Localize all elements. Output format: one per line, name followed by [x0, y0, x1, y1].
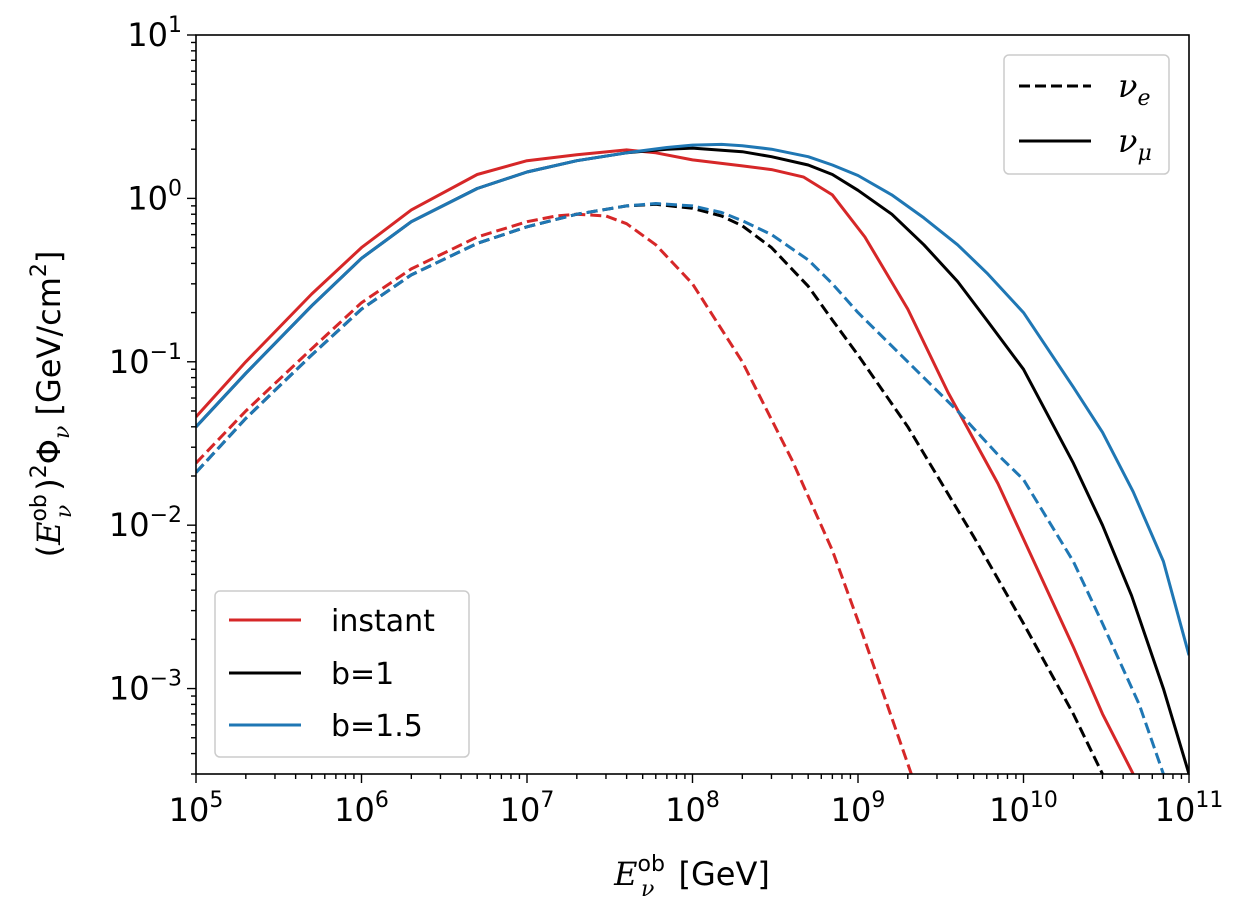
x-tick-label: 105 — [169, 788, 224, 829]
x-tick-labels: 105 106 107 108 109 1010 1011 — [169, 788, 1224, 829]
legend-b15-label: b=1.5 — [331, 709, 423, 744]
legend-flavor-nu-e: νe — [1118, 67, 1150, 111]
y-tick-label: 10−3 — [109, 667, 182, 708]
legend-flavor: νe νμ — [1003, 54, 1170, 175]
series-line-instant-nu-e — [196, 212, 913, 774]
legend-model: instant b=1 b=1.5 — [214, 590, 470, 758]
y-tick-label: 10−2 — [109, 503, 182, 544]
x-tick-label: 1010 — [989, 788, 1058, 829]
y-tick-label: 10−1 — [109, 340, 182, 381]
x-axis-label: Eob ν [GeV] — [613, 852, 770, 902]
x-tick-label: 108 — [665, 788, 720, 829]
plot-frame — [195, 34, 1190, 775]
y-axis-label: (Eobν)2Φν [GeV/cm2] — [27, 251, 77, 558]
series-line-b15-nu-e — [196, 202, 1165, 774]
legend-model-box — [214, 590, 470, 758]
tick-layer — [187, 34, 1190, 783]
x-tick-label: 1011 — [1155, 788, 1224, 829]
legend-instant-label: instant — [331, 604, 435, 639]
series-layer — [196, 142, 1189, 774]
legend-b1-label: b=1 — [331, 657, 394, 692]
series-line-b15-nu-mu — [196, 142, 1189, 656]
x-tick-label: 106 — [334, 788, 389, 829]
y-tick-label: 100 — [127, 176, 182, 217]
legend-flavor-nu-mu: νμ — [1118, 122, 1152, 166]
series-line-instant-nu-mu — [196, 148, 1135, 774]
y-tick-label: 101 — [127, 13, 182, 54]
y-tick-labels: 10−3 10−2 10−1 100 101 — [109, 13, 182, 708]
x-tick-label: 107 — [500, 788, 555, 829]
x-tick-label: 109 — [831, 788, 886, 829]
